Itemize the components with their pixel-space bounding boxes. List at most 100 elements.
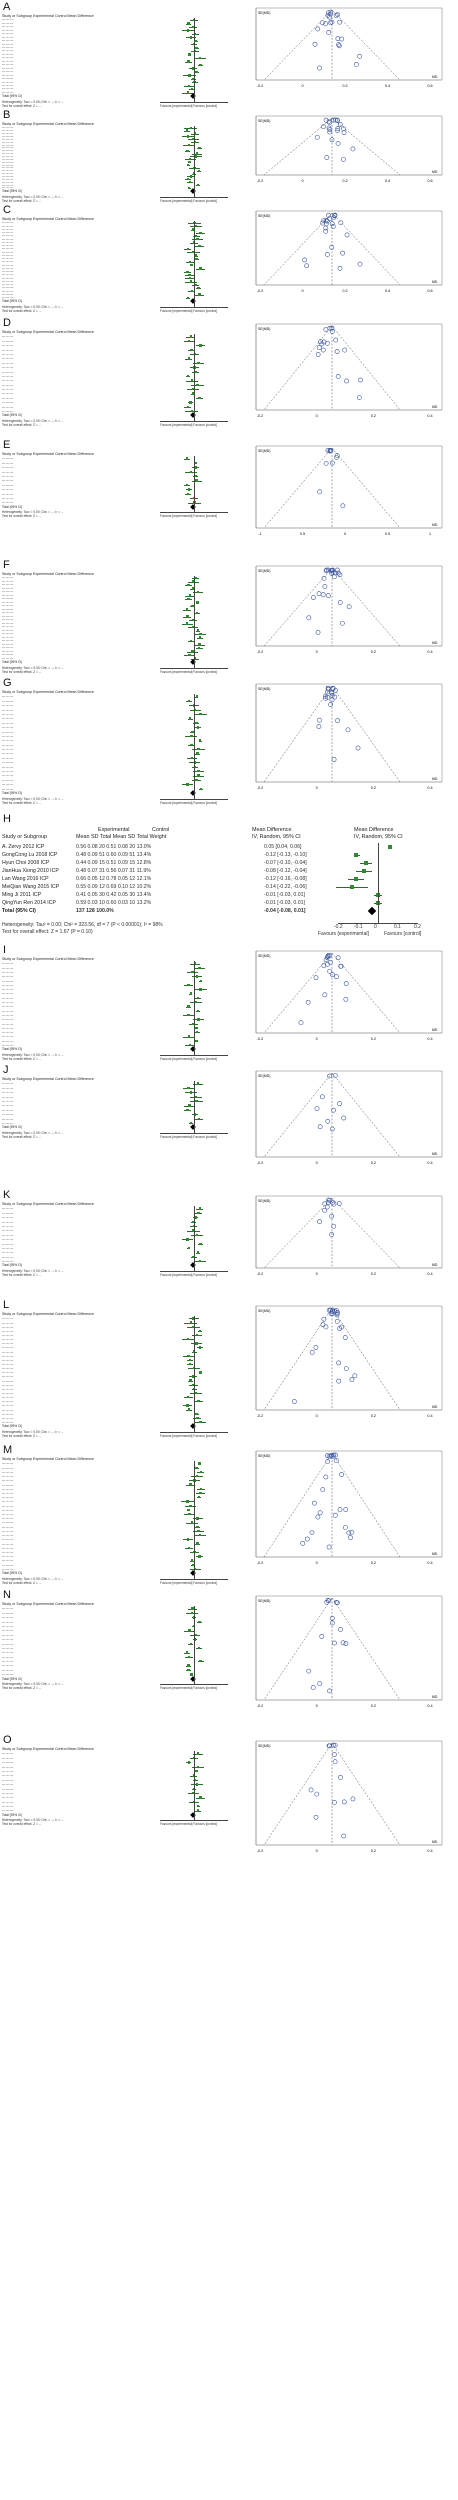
x-axis (160, 512, 228, 513)
study-estimate (198, 1346, 201, 1349)
study-name: — — — (2, 1566, 14, 1571)
total-label: Total (95% CI) (2, 1263, 23, 1268)
study-name: — — — (2, 1090, 14, 1095)
funnel-tick-label: 0.4 (427, 1561, 432, 1565)
study-estimate (192, 251, 195, 254)
funnel-y-label: SE(MD) (258, 687, 270, 691)
funnel-point (337, 1101, 343, 1107)
study-estimate (187, 1086, 190, 1090)
funnel-point (332, 1743, 338, 1748)
study-name: — — — (2, 755, 14, 760)
study-estimate (197, 774, 200, 777)
funnel-y-label: SE(MD) (258, 449, 270, 453)
funnel-point (316, 724, 322, 729)
funnel-point (334, 974, 339, 980)
favours-text: Favours [experimental] Favours [control] (160, 1686, 218, 1691)
funnel-point (320, 20, 325, 26)
funnel-left-bound (263, 325, 333, 411)
favours-text: Favours [experimental] Favours [control] (160, 423, 218, 427)
table-row: — — — (2, 636, 220, 640)
table-row: — — — (2, 1504, 220, 1508)
study-name: — — — (2, 227, 14, 231)
study-name: — — — (2, 764, 14, 769)
study-name: — — — (2, 1764, 14, 1769)
table-row: — — — (2, 132, 220, 135)
funnel-point (312, 41, 318, 47)
table-row: — — — (2, 77, 220, 80)
study-name: — — — (2, 1094, 14, 1099)
study-estimate (193, 657, 197, 660)
funnel-tick-label: -1 (258, 532, 261, 536)
x-axis (160, 1431, 228, 1433)
table-row: — — — (2, 576, 220, 580)
study-estimate (195, 254, 198, 257)
study-estimate (196, 1233, 199, 1237)
funnel-tick-label: 0.6 (427, 84, 432, 88)
funnel-left-bound (263, 1197, 333, 1269)
study-estimate (189, 992, 192, 995)
study-estimate (186, 1238, 189, 1241)
study-estimate (199, 344, 202, 347)
table-row: — — — (2, 734, 220, 738)
table-row: — — — (2, 712, 220, 716)
funnel-point (291, 1399, 297, 1404)
study-name: — — — (2, 1610, 14, 1615)
total-row: Total (95% CI) (2, 1124, 220, 1131)
table-row: — — — (2, 1416, 220, 1420)
study-name: — — — (2, 49, 14, 53)
funnel-point (330, 567, 336, 573)
forest-table: Study or Subgroup Experimental Control M… (2, 217, 220, 305)
funnel-point (341, 130, 347, 136)
table-row: — — — (2, 1030, 220, 1034)
table-row: — — — (2, 618, 220, 622)
funnel-point (315, 352, 321, 357)
pooled-diamond (190, 790, 196, 796)
funnel-tick-label: 0 (301, 84, 303, 88)
table-row: — — — (2, 496, 220, 500)
funnel-point (329, 328, 335, 334)
table-row: — — — (2, 264, 220, 267)
table-row: — — — (2, 1321, 220, 1325)
study-name: — — — (2, 404, 14, 409)
study-name: — — — (2, 257, 14, 261)
heterogeneity-text: Heterogeneity: Tau² = 0.00; Chi² = ...; … (2, 1682, 64, 1687)
funnel-plot: SE(MD) MD -0.2 0 0.2 0.4 0.6 (255, 115, 443, 183)
funnel-tick-label: 0.4 (427, 1414, 432, 1418)
table-row: — — — (2, 1220, 220, 1224)
funnel-point (322, 1207, 328, 1213)
table-row: — — — (2, 149, 220, 152)
funnel-point (316, 591, 322, 597)
table-row: — — — (2, 970, 220, 974)
study-estimate (354, 877, 358, 881)
study-estimate (193, 1113, 197, 1116)
study-estimate (187, 143, 190, 147)
funnel-left-bound (263, 1307, 333, 1411)
study-estimate (194, 132, 197, 135)
funnel-point (325, 593, 331, 599)
study-estimate (189, 1321, 193, 1324)
study-estimate (187, 1508, 190, 1512)
study-name: — — — (2, 21, 14, 25)
table-row: — — — (2, 1250, 220, 1254)
funnel-point (324, 1204, 330, 1210)
funnel-tick-label: 0 (316, 1037, 318, 1041)
funnel-point (326, 29, 332, 35)
x-axis (160, 1054, 228, 1056)
table-row: — — — (2, 1765, 220, 1769)
forest-table: Study or Subgroup Experimental Control M… (2, 330, 220, 419)
total-label: Total (95% CI) (2, 791, 23, 795)
table-row: — — — (2, 257, 220, 260)
funnel-point (329, 1620, 335, 1626)
study-estimate (194, 1633, 197, 1637)
overall-effect-text: Test for overall effect: Z = ... (2, 1580, 42, 1585)
study-name: — — — (2, 1370, 14, 1375)
panel-label: M (3, 1444, 13, 1456)
table-row: — — — (2, 181, 220, 184)
zero-line (194, 1206, 195, 1272)
table-row: — — — (2, 46, 220, 49)
axis-tick-label: 0.1 (394, 924, 401, 930)
study-name: — — — (2, 649, 14, 653)
funnel-point (332, 1759, 338, 1765)
study-estimate (186, 91, 190, 94)
funnel-left-bound (263, 685, 333, 783)
